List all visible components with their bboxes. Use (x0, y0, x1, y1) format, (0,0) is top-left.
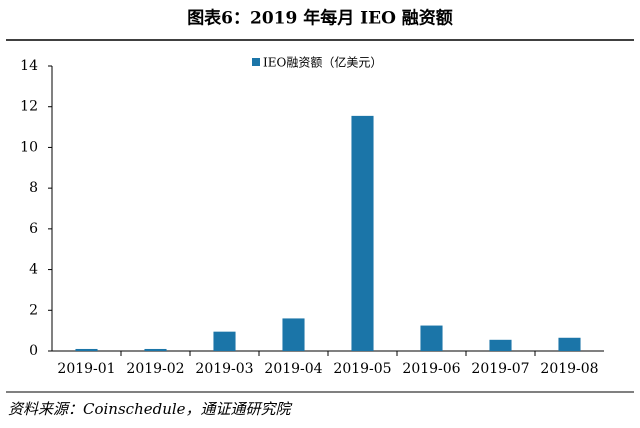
x-tick-label: 2019-05 (333, 361, 391, 377)
bar (75, 348, 98, 351)
source: 资料来源：Coinschedule，通证通研究院 (8, 400, 293, 418)
x-tick-label: 2019-07 (471, 361, 529, 377)
legend-label: IEO融资额（亿美元） (263, 55, 382, 70)
y-tick-label: 12 (20, 99, 38, 115)
bar (144, 348, 167, 351)
y-tick-label: 2 (29, 302, 38, 318)
x-tick-label: 2019-06 (402, 361, 460, 377)
x-tick-label: 2019-03 (195, 361, 253, 377)
y-tick-label: 4 (29, 262, 38, 278)
legend-swatch (252, 58, 260, 66)
bar (420, 325, 443, 351)
bar (213, 331, 236, 351)
y-tick-label: 8 (29, 180, 38, 196)
x-tick-label: 2019-01 (57, 361, 115, 377)
x-tick-label: 2019-02 (126, 361, 184, 377)
chart-title: 图表6：2019 年每月 IEO 融资额 (187, 8, 453, 29)
y-tick-label: 6 (29, 221, 38, 237)
y-tick-label: 10 (20, 139, 38, 155)
y-tick-label: 14 (20, 58, 38, 74)
bar (489, 339, 512, 351)
x-tick-label: 2019-04 (264, 361, 322, 377)
y-tick-label: 0 (29, 343, 38, 359)
bar (351, 115, 374, 351)
bar (282, 318, 305, 351)
x-tick-label: 2019-08 (540, 361, 598, 377)
bar (558, 337, 581, 351)
